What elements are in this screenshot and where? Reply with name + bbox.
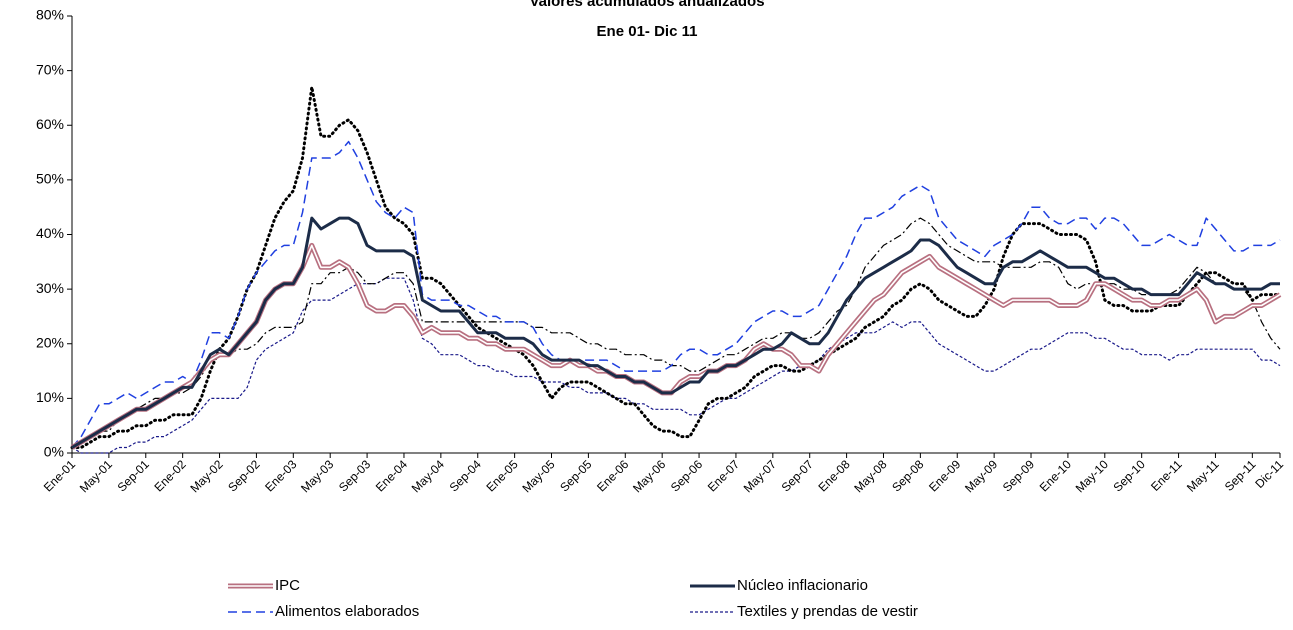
line	[70, 85, 1282, 449]
x-tick-label: May-07	[741, 457, 779, 495]
x-tick-label: May-08	[851, 457, 889, 495]
line	[71, 277, 1281, 454]
x-tick-label: Ene-07	[705, 457, 742, 494]
x-tick-label: Ene-08	[815, 457, 852, 494]
x-tick-label: Ene-10	[1037, 457, 1074, 494]
legend-label: Alimentos elaborados	[275, 603, 419, 620]
series-line	[70, 85, 1282, 449]
x-tick-label: May-05	[519, 457, 557, 495]
x-tick-label: May-06	[630, 457, 668, 495]
legend-label: IPC	[275, 577, 300, 594]
legend-label: Núcleo inflacionario	[737, 577, 868, 594]
x-tick-label: May-09	[962, 457, 1000, 495]
x-tick-label: Dic-11	[1252, 457, 1286, 491]
y-tick-label: 30%	[36, 280, 64, 296]
y-tick-label: 60%	[36, 116, 64, 132]
x-tick-label: May-03	[298, 457, 336, 495]
y-tick-label: 80%	[36, 7, 64, 23]
x-tick-label: May-01	[77, 457, 115, 495]
x-tick-label: Sep-06	[668, 457, 705, 494]
x-tick-label: Sep-09	[1000, 457, 1037, 494]
x-tick-label: Sep-02	[225, 457, 262, 494]
series-line	[71, 277, 1281, 454]
x-tick-label: Sep-10	[1111, 457, 1148, 494]
line	[71, 217, 1281, 449]
y-tick-label: 0%	[44, 444, 64, 460]
x-tick-label: Sep-05	[557, 457, 594, 494]
y-tick-label: 50%	[36, 171, 64, 187]
x-tick-label: Sep-08	[889, 457, 926, 494]
series-line	[71, 140, 1281, 448]
chart-subtitle: Ene 01- Dic 11	[597, 23, 698, 40]
x-tick-label: Sep-07	[779, 457, 816, 494]
x-tick-label: Ene-11	[1148, 457, 1185, 494]
x-tick-label: Ene-04	[373, 457, 410, 494]
y-tick-label: 40%	[36, 225, 64, 241]
x-tick-label: Sep-03	[336, 457, 373, 494]
series-line	[71, 217, 1281, 449]
x-tick-label: Ene-06	[594, 457, 631, 494]
line	[71, 216, 1280, 449]
x-tick-label: May-04	[409, 457, 447, 495]
y-tick-label: 10%	[36, 389, 64, 405]
chart-title: Valores acumulados anualizados	[529, 0, 764, 10]
x-tick-label: Sep-11	[1222, 457, 1259, 494]
line	[71, 140, 1281, 448]
x-tick-label: Ene-02	[152, 457, 189, 494]
x-tick-label: Sep-04	[447, 457, 484, 494]
x-tick-label: Ene-03	[262, 457, 299, 494]
y-tick-label: 70%	[36, 61, 64, 77]
series-line	[71, 216, 1280, 449]
y-tick-label: 20%	[36, 334, 64, 350]
x-tick-label: Ene-01	[41, 457, 78, 494]
x-tick-label: May-10	[1073, 457, 1111, 495]
x-tick-label: Ene-05	[483, 457, 520, 494]
x-tick-label: May-02	[187, 457, 225, 495]
x-tick-label: Sep-01	[115, 457, 152, 494]
x-tick-label: Ene-09	[926, 457, 963, 494]
legend-label: Textiles y prendas de vestir	[737, 603, 918, 620]
x-tick-label: May-11	[1184, 457, 1222, 495]
